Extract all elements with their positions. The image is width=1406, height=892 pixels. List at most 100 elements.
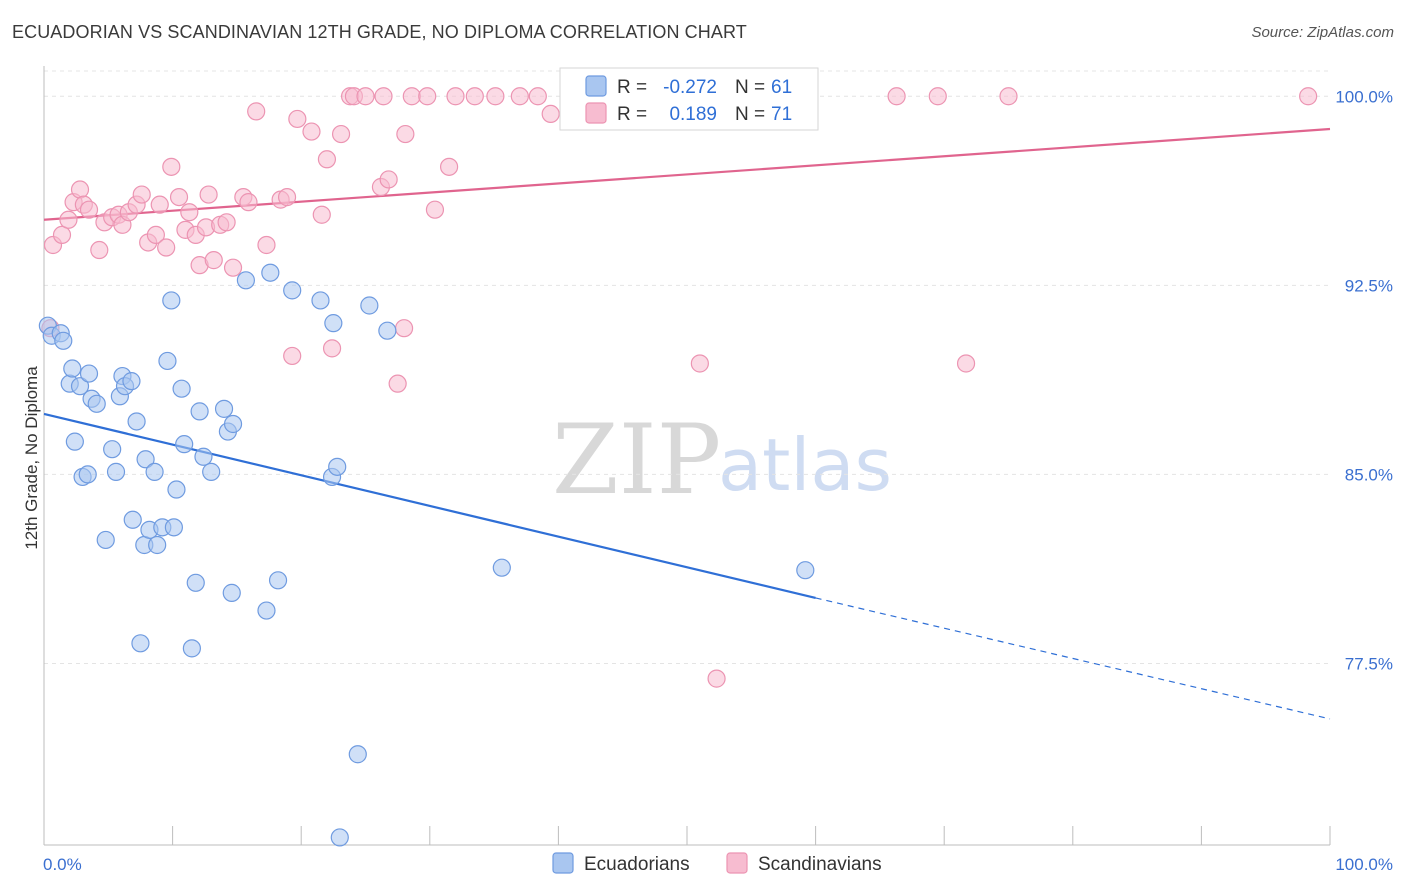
ecuadorian-point-38 bbox=[194, 447, 213, 466]
scandinavian-point-63 bbox=[541, 104, 560, 123]
ecuadorian-point-9 bbox=[78, 465, 97, 484]
ecuadorian-point-44 bbox=[236, 271, 256, 290]
legend-r-value-0: -0.272 bbox=[663, 77, 717, 98]
bottom-legend-ecuadorians: Ecuadorians bbox=[584, 854, 690, 875]
scandinavian-point-54 bbox=[402, 87, 421, 106]
scandinavian-point-27 bbox=[199, 185, 218, 204]
scandinavian-point-44 bbox=[331, 124, 351, 144]
chart-title: ECUADORIAN VS SCANDINAVIAN 12TH GRADE, N… bbox=[12, 22, 747, 42]
scandinavian-point-47 bbox=[356, 87, 375, 106]
ecuadorian-point-26 bbox=[145, 462, 164, 481]
ecuadorian-point-46 bbox=[261, 263, 280, 282]
legend-swatch-ecuadorians bbox=[585, 75, 607, 97]
ecuadorian-point-57 bbox=[492, 558, 511, 577]
scandinavian-point-56 bbox=[425, 200, 445, 219]
scandinavian-point-21 bbox=[169, 187, 189, 207]
ecuadorian-point-19 bbox=[122, 372, 141, 391]
ecuadorian-point-29 bbox=[158, 351, 177, 371]
scandinavian-point-61 bbox=[510, 87, 529, 106]
ecuadorian-point-37 bbox=[190, 402, 209, 421]
scandinavian-point-18 bbox=[150, 195, 169, 214]
y-tick-labels: 77.5% 85.0% 92.5% 100.0% bbox=[1335, 87, 1393, 673]
y-tick-label-2: 92.5% bbox=[1345, 276, 1393, 295]
scandinavian-point-39 bbox=[288, 109, 307, 129]
scandinavian-point-23 bbox=[180, 203, 199, 222]
ecuadorian-point-21 bbox=[127, 412, 146, 431]
ecuadorian-point-33 bbox=[172, 379, 191, 398]
ecuadorian-point-32 bbox=[167, 480, 186, 499]
y-tick-label-0: 77.5% bbox=[1345, 654, 1393, 673]
ecuadorian-point-54 bbox=[348, 745, 367, 764]
ecuadorian-point-43 bbox=[222, 583, 241, 602]
ecuadorian-point-53 bbox=[330, 828, 349, 847]
ecuadorian-point-35 bbox=[182, 639, 201, 658]
ecuadorian-point-34 bbox=[175, 435, 194, 454]
source-label: Source: ZipAtlas.com bbox=[1251, 24, 1394, 41]
legend-r-label-1: R = bbox=[617, 104, 647, 125]
legend-n-label-1: N = bbox=[735, 104, 765, 125]
scandinavian-point-52 bbox=[394, 319, 414, 338]
scandinavian-point-51 bbox=[388, 374, 407, 393]
ecuadorian-point-20 bbox=[123, 510, 142, 529]
scandinavian-point-3 bbox=[59, 210, 78, 229]
ecuadorian-point-36 bbox=[186, 573, 205, 592]
legend-r-value-1: 0.189 bbox=[669, 104, 717, 125]
ecuadorian-point-52 bbox=[328, 457, 347, 476]
scandinavian-point-8 bbox=[90, 240, 109, 260]
ecuadorian-point-47 bbox=[268, 571, 288, 590]
scandinavian-point-40 bbox=[302, 122, 321, 141]
scandinavian-point-34 bbox=[247, 102, 266, 121]
scandinavian-point-28 bbox=[204, 251, 223, 270]
ecuadorian-point-40 bbox=[214, 399, 234, 418]
ecuadorian-point-24 bbox=[136, 450, 155, 469]
ecuadorian-point-48 bbox=[283, 281, 302, 300]
scandinavian-point-15 bbox=[132, 185, 151, 204]
ecuadorian-point-13 bbox=[96, 530, 115, 550]
watermark-atlas: atlas bbox=[718, 423, 892, 507]
ecuadorian-point-31 bbox=[164, 518, 183, 537]
ecuadorian-point-50 bbox=[324, 314, 343, 333]
scandinavian-point-43 bbox=[322, 339, 342, 358]
scandinavian-point-38 bbox=[283, 346, 302, 366]
scandinavian-point-66 bbox=[707, 669, 726, 688]
y-tick-label-1: 85.0% bbox=[1345, 465, 1393, 484]
ecuadorian-point-22 bbox=[131, 634, 150, 653]
ecuadorian-point-3 bbox=[54, 331, 73, 350]
scandinavian-point-5 bbox=[70, 180, 90, 199]
scandinavian-point-69 bbox=[956, 354, 976, 373]
ecuadorian-trend-line bbox=[43, 412, 816, 600]
ecuadorian-point-42 bbox=[223, 414, 243, 434]
ecuadorian-point-27 bbox=[148, 535, 167, 555]
gridlines bbox=[44, 70, 1330, 664]
ecuadorian-point-12 bbox=[87, 394, 106, 413]
ecuadorian-point-58 bbox=[796, 561, 815, 580]
scandinavian-point-19 bbox=[157, 238, 176, 257]
watermark-zip: ZIP bbox=[552, 404, 721, 516]
scandinavian-point-2 bbox=[52, 225, 72, 245]
stats-legend: R = -0.272 N = 61 R = 0.189 N = 71 bbox=[559, 67, 819, 131]
legend-r-label-0: R = bbox=[617, 77, 647, 98]
scandinavian-point-31 bbox=[223, 258, 243, 277]
x-tick-label-0: 0.0% bbox=[43, 855, 82, 874]
scandinavian-point-48 bbox=[374, 87, 393, 106]
x-tick-labels: 0.0% 100.0% bbox=[43, 855, 1393, 874]
legend-n-value-0: 61 bbox=[771, 77, 792, 98]
ecuadorian-point-49 bbox=[311, 291, 330, 310]
ecuadorian-trend-extension bbox=[815, 597, 1331, 720]
scandinavian-point-71 bbox=[1299, 87, 1318, 106]
ecuadorian-point-10 bbox=[79, 364, 99, 383]
y-tick-label-3: 100.0% bbox=[1335, 87, 1393, 106]
scandinavian-point-41 bbox=[312, 205, 331, 224]
scandinavian-point-59 bbox=[465, 87, 484, 106]
scandinavian-point-33 bbox=[239, 193, 258, 212]
scandinavian-point-57 bbox=[439, 157, 459, 176]
ecuadorian-point-15 bbox=[106, 462, 126, 481]
ecuadorian-point-6 bbox=[65, 432, 84, 451]
ecuadorian-point-56 bbox=[378, 321, 397, 340]
trend-lines bbox=[43, 127, 1331, 720]
ecuadorian-point-7 bbox=[70, 377, 90, 396]
axes bbox=[43, 66, 1331, 846]
scandinavian-point-42 bbox=[317, 150, 337, 169]
bottom-legend-scandinavians: Scandinavians bbox=[758, 854, 882, 875]
